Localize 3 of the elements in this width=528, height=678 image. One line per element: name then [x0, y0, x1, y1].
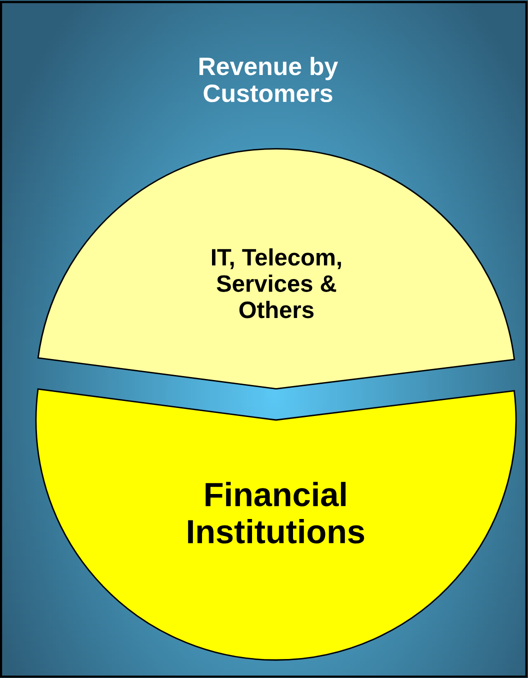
slice-label: IT, Telecom, Services & Others: [212, 248, 341, 318]
slice-label: Financial Institutions: [188, 482, 364, 544]
chart-title: Revenue by Customers: [200, 56, 338, 102]
